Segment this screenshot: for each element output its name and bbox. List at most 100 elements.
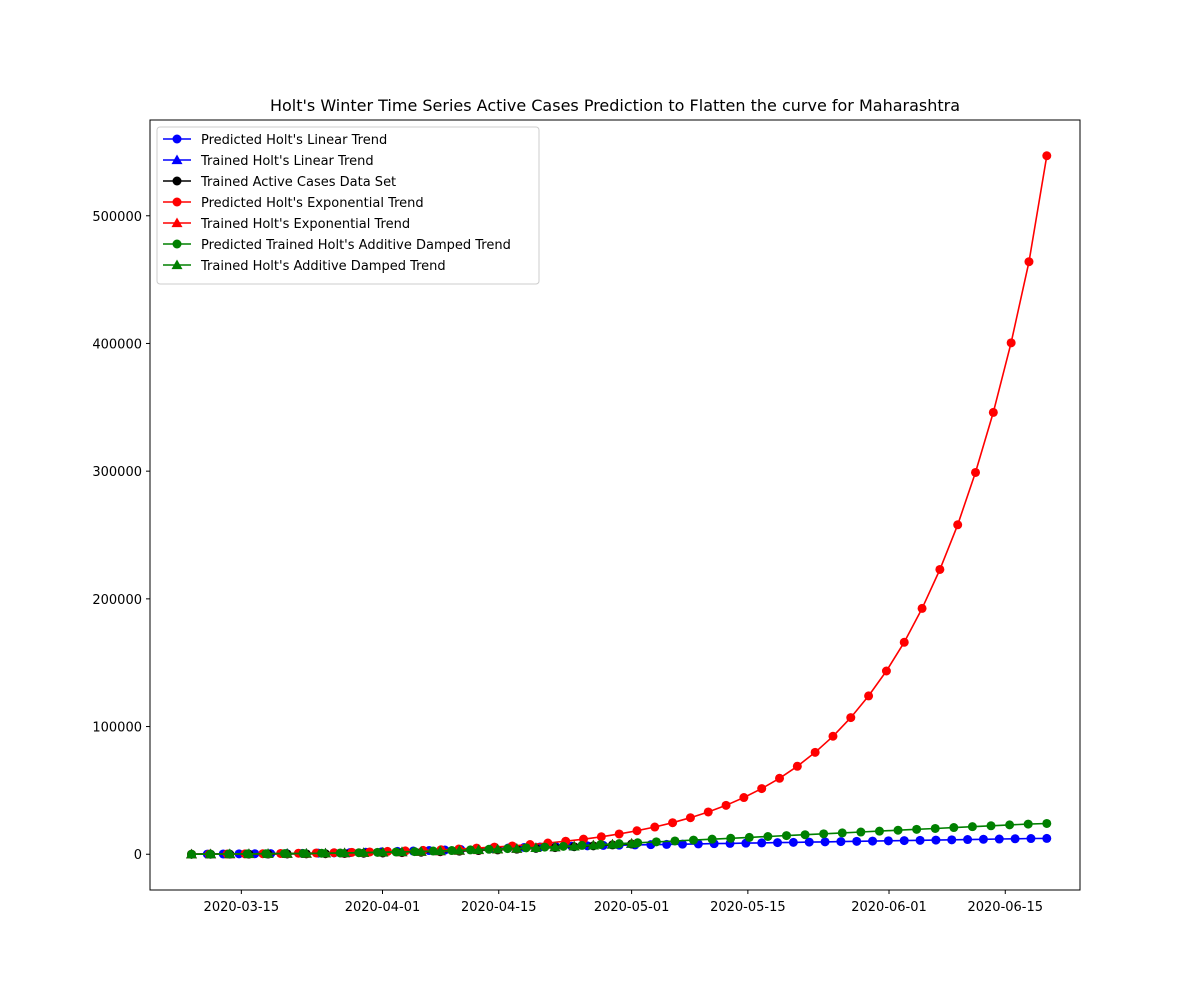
data-point (874, 826, 884, 836)
data-point (917, 603, 927, 613)
data-point (492, 843, 504, 854)
data-point (763, 831, 773, 841)
data-point (606, 839, 618, 849)
data-point (1042, 818, 1052, 828)
data-point (1026, 834, 1036, 844)
data-point (953, 520, 963, 530)
data-point (836, 837, 846, 847)
data-point (804, 837, 814, 847)
data-point (819, 829, 829, 839)
data-point (568, 840, 580, 851)
data-point (947, 835, 957, 845)
legend-label: Predicted Holt's Exponential Trend (201, 196, 424, 211)
legend-label: Trained Holt's Exponential Trend (200, 217, 410, 232)
legend-item: Trained Holt's Exponential Trend (163, 217, 410, 232)
data-point (511, 843, 523, 853)
data-point (650, 822, 660, 832)
data-point (281, 848, 293, 858)
data-point (707, 834, 717, 844)
y-tick-label: 0 (134, 848, 142, 863)
data-point (172, 176, 182, 186)
data-point (864, 691, 874, 701)
data-point (596, 832, 606, 842)
data-point (1005, 820, 1015, 830)
data-point (949, 823, 959, 833)
data-point (963, 835, 973, 845)
data-point (781, 831, 791, 841)
data-point (931, 835, 941, 845)
x-tick-label: 2020-04-01 (345, 900, 421, 915)
data-point (883, 836, 893, 846)
data-point (549, 841, 561, 852)
y-tick-label: 500000 (92, 210, 142, 225)
plot-area (186, 151, 1052, 859)
data-point (668, 818, 678, 828)
data-point (186, 848, 198, 859)
data-point (262, 848, 274, 858)
data-point (820, 837, 830, 847)
data-point (651, 837, 661, 847)
data-point (171, 259, 183, 270)
legend-item: Predicted Holt's Linear Trend (163, 133, 387, 148)
data-point (1023, 819, 1033, 829)
data-point (689, 835, 699, 845)
data-point (703, 807, 713, 817)
data-point (243, 848, 255, 858)
data-point (978, 834, 988, 844)
data-point (614, 829, 624, 839)
data-point (1024, 257, 1034, 267)
data-point (899, 836, 909, 846)
data-point (434, 845, 446, 856)
data-point (319, 847, 331, 858)
data-point (453, 845, 465, 855)
data-point (171, 154, 183, 165)
data-point (828, 731, 838, 741)
data-point (757, 838, 767, 848)
data-point (670, 836, 680, 846)
data-point (473, 844, 485, 855)
data-point (721, 800, 731, 810)
data-point (678, 839, 688, 849)
data-point (788, 837, 798, 847)
data-point (224, 848, 236, 859)
data-point (632, 826, 642, 836)
legend: Predicted Holt's Linear Trend Trained Hol… (156, 126, 540, 285)
data-point (852, 836, 862, 846)
series-6 (186, 838, 638, 859)
data-point (1042, 833, 1052, 843)
data-point (930, 823, 940, 833)
data-point (868, 836, 878, 846)
legend-box (156, 126, 540, 285)
data-point (775, 773, 785, 783)
y-tick-label: 200000 (92, 593, 142, 608)
y-tick-label: 400000 (92, 337, 142, 352)
data-point (726, 833, 736, 843)
data-point (856, 827, 866, 837)
legend-item: Trained Active Cases Data Set (163, 175, 396, 190)
data-point (739, 793, 749, 803)
legend-label: Trained Holt's Linear Trend (200, 154, 374, 169)
x-tick-label: 2020-04-15 (461, 900, 537, 915)
data-point (377, 846, 389, 857)
data-point (899, 637, 909, 647)
y-tick-label: 100000 (92, 721, 142, 736)
data-point (986, 821, 996, 831)
data-point (339, 847, 351, 858)
data-point (971, 467, 981, 477)
data-point (685, 813, 695, 823)
data-point (810, 747, 820, 757)
data-point (415, 846, 427, 856)
data-point (205, 848, 217, 859)
data-point (915, 835, 925, 845)
data-point (846, 713, 856, 723)
data-point (773, 838, 783, 848)
data-point (800, 830, 810, 840)
data-point (300, 847, 312, 858)
x-tick-label: 2020-05-01 (594, 900, 670, 915)
data-point (893, 825, 903, 835)
data-point (172, 134, 182, 144)
legend-item: Trained Holt's Linear Trend (163, 154, 374, 169)
data-point (744, 832, 754, 842)
